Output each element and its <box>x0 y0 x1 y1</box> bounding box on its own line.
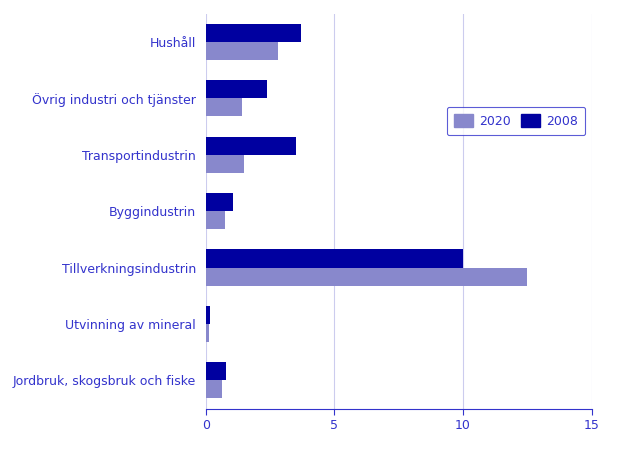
Legend: 2020, 2008: 2020, 2008 <box>447 107 585 135</box>
Bar <box>206 24 301 42</box>
Bar <box>206 193 233 211</box>
Bar <box>206 324 209 342</box>
Bar <box>206 362 226 380</box>
Bar <box>206 306 210 324</box>
Bar <box>206 267 527 286</box>
Bar <box>206 380 222 399</box>
Bar <box>206 137 296 155</box>
Bar <box>206 155 244 173</box>
Bar <box>206 250 463 267</box>
Bar <box>206 211 225 229</box>
Bar <box>206 98 242 116</box>
Bar <box>206 42 278 60</box>
Bar <box>206 80 267 98</box>
